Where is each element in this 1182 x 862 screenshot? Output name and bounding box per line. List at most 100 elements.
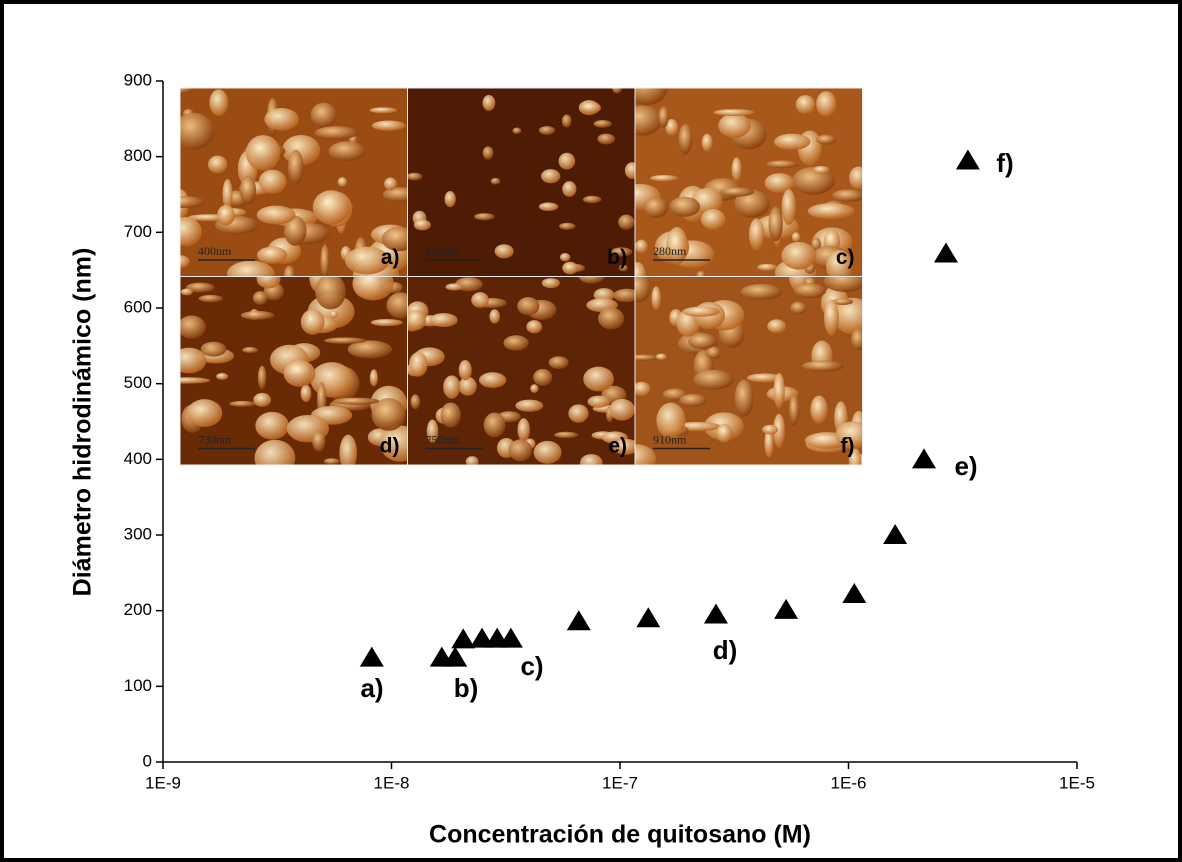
inset-panel: 750nm e) xyxy=(407,276,635,465)
blob xyxy=(541,278,560,289)
marker xyxy=(470,627,495,648)
marker xyxy=(703,603,728,624)
marker xyxy=(359,646,384,667)
y-tick-label: 200 xyxy=(124,600,152,619)
blob xyxy=(706,346,721,359)
inset-border xyxy=(634,276,863,466)
blob xyxy=(719,187,755,197)
blob xyxy=(315,276,346,310)
blob xyxy=(734,379,754,417)
x-tick-label: 1E-7 xyxy=(602,773,638,792)
annotation: d) xyxy=(713,635,738,665)
blob xyxy=(635,239,648,254)
blob xyxy=(180,347,207,374)
blob xyxy=(541,169,561,184)
blob xyxy=(180,315,206,339)
blob xyxy=(458,359,472,381)
blob xyxy=(693,369,734,390)
blob xyxy=(598,307,625,330)
blob xyxy=(578,276,605,284)
blob xyxy=(312,190,350,225)
annotation: a) xyxy=(360,673,383,703)
y-tick-label: 100 xyxy=(124,676,152,695)
blob xyxy=(256,205,296,225)
blob xyxy=(580,101,601,114)
blob xyxy=(494,244,514,259)
blob xyxy=(789,394,800,426)
blob xyxy=(479,372,507,388)
blob xyxy=(764,428,774,459)
blob xyxy=(264,107,299,131)
blob xyxy=(284,215,307,246)
blob xyxy=(688,333,717,350)
blob xyxy=(465,456,479,465)
blob xyxy=(824,299,839,336)
blob xyxy=(257,365,267,390)
blob xyxy=(242,346,259,354)
blob xyxy=(283,360,316,387)
blob xyxy=(609,398,635,421)
blob xyxy=(849,166,863,190)
blob xyxy=(624,162,635,179)
blob xyxy=(490,177,501,185)
annotation: c) xyxy=(520,651,543,681)
blob xyxy=(258,169,287,194)
blob xyxy=(768,206,783,242)
marker xyxy=(443,646,468,667)
x-tick-label: 1E-6 xyxy=(831,773,867,792)
blob xyxy=(512,127,522,134)
blob xyxy=(826,249,853,277)
inset-bg xyxy=(407,88,635,277)
blob xyxy=(382,187,408,202)
blob xyxy=(409,352,428,377)
inset-label: d) xyxy=(380,435,400,458)
blob xyxy=(337,177,348,187)
blob xyxy=(180,255,190,268)
blob xyxy=(669,196,701,217)
blob xyxy=(371,398,406,431)
blob xyxy=(503,335,529,351)
inset-scale: 730nm xyxy=(198,432,232,446)
blob xyxy=(665,119,679,136)
marker xyxy=(955,149,980,170)
blob xyxy=(530,384,539,393)
blob xyxy=(731,157,742,182)
annotation: e) xyxy=(954,451,977,481)
blob xyxy=(324,337,367,344)
blob xyxy=(458,376,477,396)
blob xyxy=(655,353,667,360)
x-tick-label: 1E-9 xyxy=(145,773,181,792)
blob xyxy=(384,177,398,191)
blob xyxy=(824,276,863,293)
inset-scale: 400nm xyxy=(198,244,232,258)
blob xyxy=(643,197,668,218)
blob xyxy=(283,265,295,277)
y-tick-label: 700 xyxy=(124,222,152,241)
blob xyxy=(471,292,489,308)
x-tick-label: 1E-5 xyxy=(1059,773,1095,792)
blob xyxy=(790,301,807,315)
blob xyxy=(300,309,325,335)
blob xyxy=(312,431,326,452)
blob xyxy=(813,165,830,175)
annotation: f) xyxy=(996,148,1013,178)
blob xyxy=(222,179,233,210)
inset-label: e) xyxy=(608,435,627,458)
blob xyxy=(229,400,256,407)
blob xyxy=(310,362,353,398)
blob xyxy=(757,263,778,271)
blob xyxy=(369,369,378,387)
blob xyxy=(762,424,779,435)
blob xyxy=(180,195,206,209)
blob xyxy=(774,133,811,150)
blob xyxy=(256,276,281,289)
blob xyxy=(180,217,202,247)
inset-scale: 660nm xyxy=(426,244,460,258)
y-tick-label: 800 xyxy=(124,146,152,165)
blob xyxy=(198,294,223,303)
blob xyxy=(200,341,227,357)
blob xyxy=(372,120,406,131)
blob xyxy=(765,160,800,169)
blob xyxy=(791,232,801,242)
blob xyxy=(440,402,461,428)
